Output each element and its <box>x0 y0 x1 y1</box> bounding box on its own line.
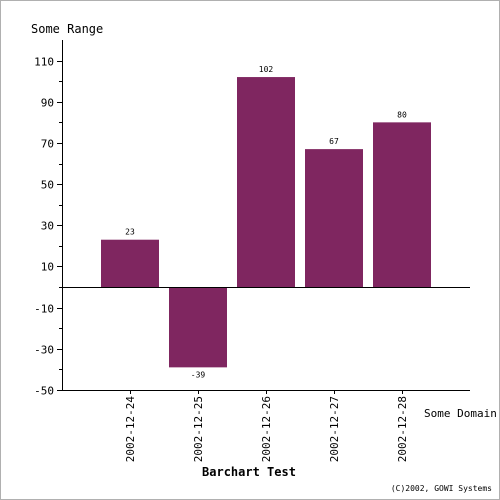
y-ticks: -50 -30 -10 10 30 50 70 90 110 <box>34 56 62 398</box>
data-label: 102 <box>259 65 274 74</box>
bar <box>237 77 295 288</box>
x-axis-label: Some Domain <box>424 407 497 420</box>
y-tick-label: 70 <box>41 138 54 151</box>
x-tick-label: 2002-12-24 <box>124 396 137 463</box>
x-tick-label: 2002-12-26 <box>260 396 273 462</box>
bars: 23 -39 102 67 80 <box>101 65 431 379</box>
bar <box>305 149 363 288</box>
chart-title: Barchart Test <box>202 465 296 479</box>
y-tick-label: -10 <box>34 303 54 316</box>
x-tick-label: 2002-12-28 <box>396 396 409 462</box>
bar <box>373 122 431 288</box>
credit-text: (C)2002, GOWI Systems <box>391 484 492 493</box>
data-label: 67 <box>329 137 339 146</box>
y-tick-label: 50 <box>41 179 54 192</box>
y-tick-label: 10 <box>41 261 54 274</box>
data-label: 80 <box>397 110 407 119</box>
bar <box>169 287 227 368</box>
data-label: -39 <box>191 370 206 379</box>
y-axis-label: Some Range <box>31 22 103 36</box>
bar <box>101 239 159 288</box>
x-tick-label: 2002-12-27 <box>328 396 341 462</box>
y-tick-label: 90 <box>41 97 54 110</box>
data-label: 23 <box>125 228 135 237</box>
y-tick-label: 110 <box>34 56 54 69</box>
y-tick-label: -30 <box>34 344 54 357</box>
x-ticks: 2002-12-24 2002-12-25 2002-12-26 2002-12-27… <box>124 390 409 462</box>
x-tick-label: 2002-12-25 <box>192 396 205 462</box>
y-tick-label: 30 <box>41 220 54 233</box>
y-tick-label: -50 <box>34 385 54 398</box>
